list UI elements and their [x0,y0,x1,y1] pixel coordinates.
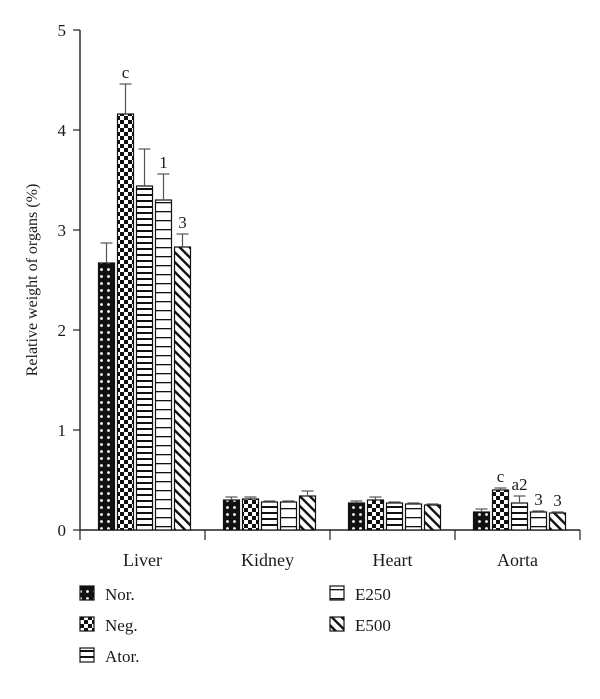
annotation-0-4: 3 [178,213,187,232]
bar-aorta-e250 [529,511,548,531]
bar-kidney-nor [222,499,241,531]
annotation-0-1: c [122,63,130,82]
annotation-0-3: 1 [159,153,168,172]
bar-kidney-ator [260,501,279,531]
bar-aorta-nor [472,511,491,531]
x-category-label-3: Aorta [497,550,538,570]
annotation-3-3: 3 [534,490,543,509]
y-tick-label-3: 3 [58,221,67,240]
x-category-label-2: Heart [373,550,413,570]
bar-heart-e250 [404,503,423,531]
bar-kidney-neg [241,498,260,531]
bar-liver-neg [116,113,135,531]
y-tick-label-2: 2 [58,321,67,340]
bar-kidney-e250 [279,501,298,531]
y-tick-label-4: 4 [58,121,67,140]
bar-aorta-neg [491,489,510,531]
legend-label-e500: E500 [355,616,391,635]
legend-swatch-e250 [329,585,345,601]
annotation-3-1: c [497,467,505,486]
legend-label-neg: Neg. [105,616,138,635]
bar-liver-nor [97,262,116,531]
y-tick-label-5: 5 [58,21,67,40]
bar-aorta-ator [510,502,529,531]
x-category-label-1: Kidney [241,550,294,570]
bar-heart-nor [347,502,366,531]
y-tick-label-0: 0 [58,521,67,540]
bar-kidney-e500 [298,495,317,531]
x-category-label-0: Liver [123,550,162,570]
bar-liver-e500 [173,246,192,531]
legend-swatch-e500 [329,616,345,632]
bar-liver-ator [135,185,154,531]
annotation-3-4: 3 [553,491,562,510]
legend-label-nor: Nor. [105,585,135,604]
legend-swatch-ator [79,647,95,663]
bar-heart-e500 [423,504,442,531]
annotation-3-2: a2 [511,475,527,494]
legend-label-ator: Ator. [105,647,139,666]
legend-swatch-nor [79,585,95,601]
y-tick-label-1: 1 [58,421,67,440]
bar-heart-ator [385,502,404,531]
y-axis-label: Relative weight of organs (%) [24,184,41,377]
bar-liver-e250 [154,199,173,531]
legend: Nor. Neg. Ator. E250 E500 [79,585,391,666]
legend-swatch-neg [79,616,95,632]
bar-aorta-e500 [548,512,567,531]
bar-heart-neg [366,499,385,531]
legend-label-e250: E250 [355,585,391,604]
